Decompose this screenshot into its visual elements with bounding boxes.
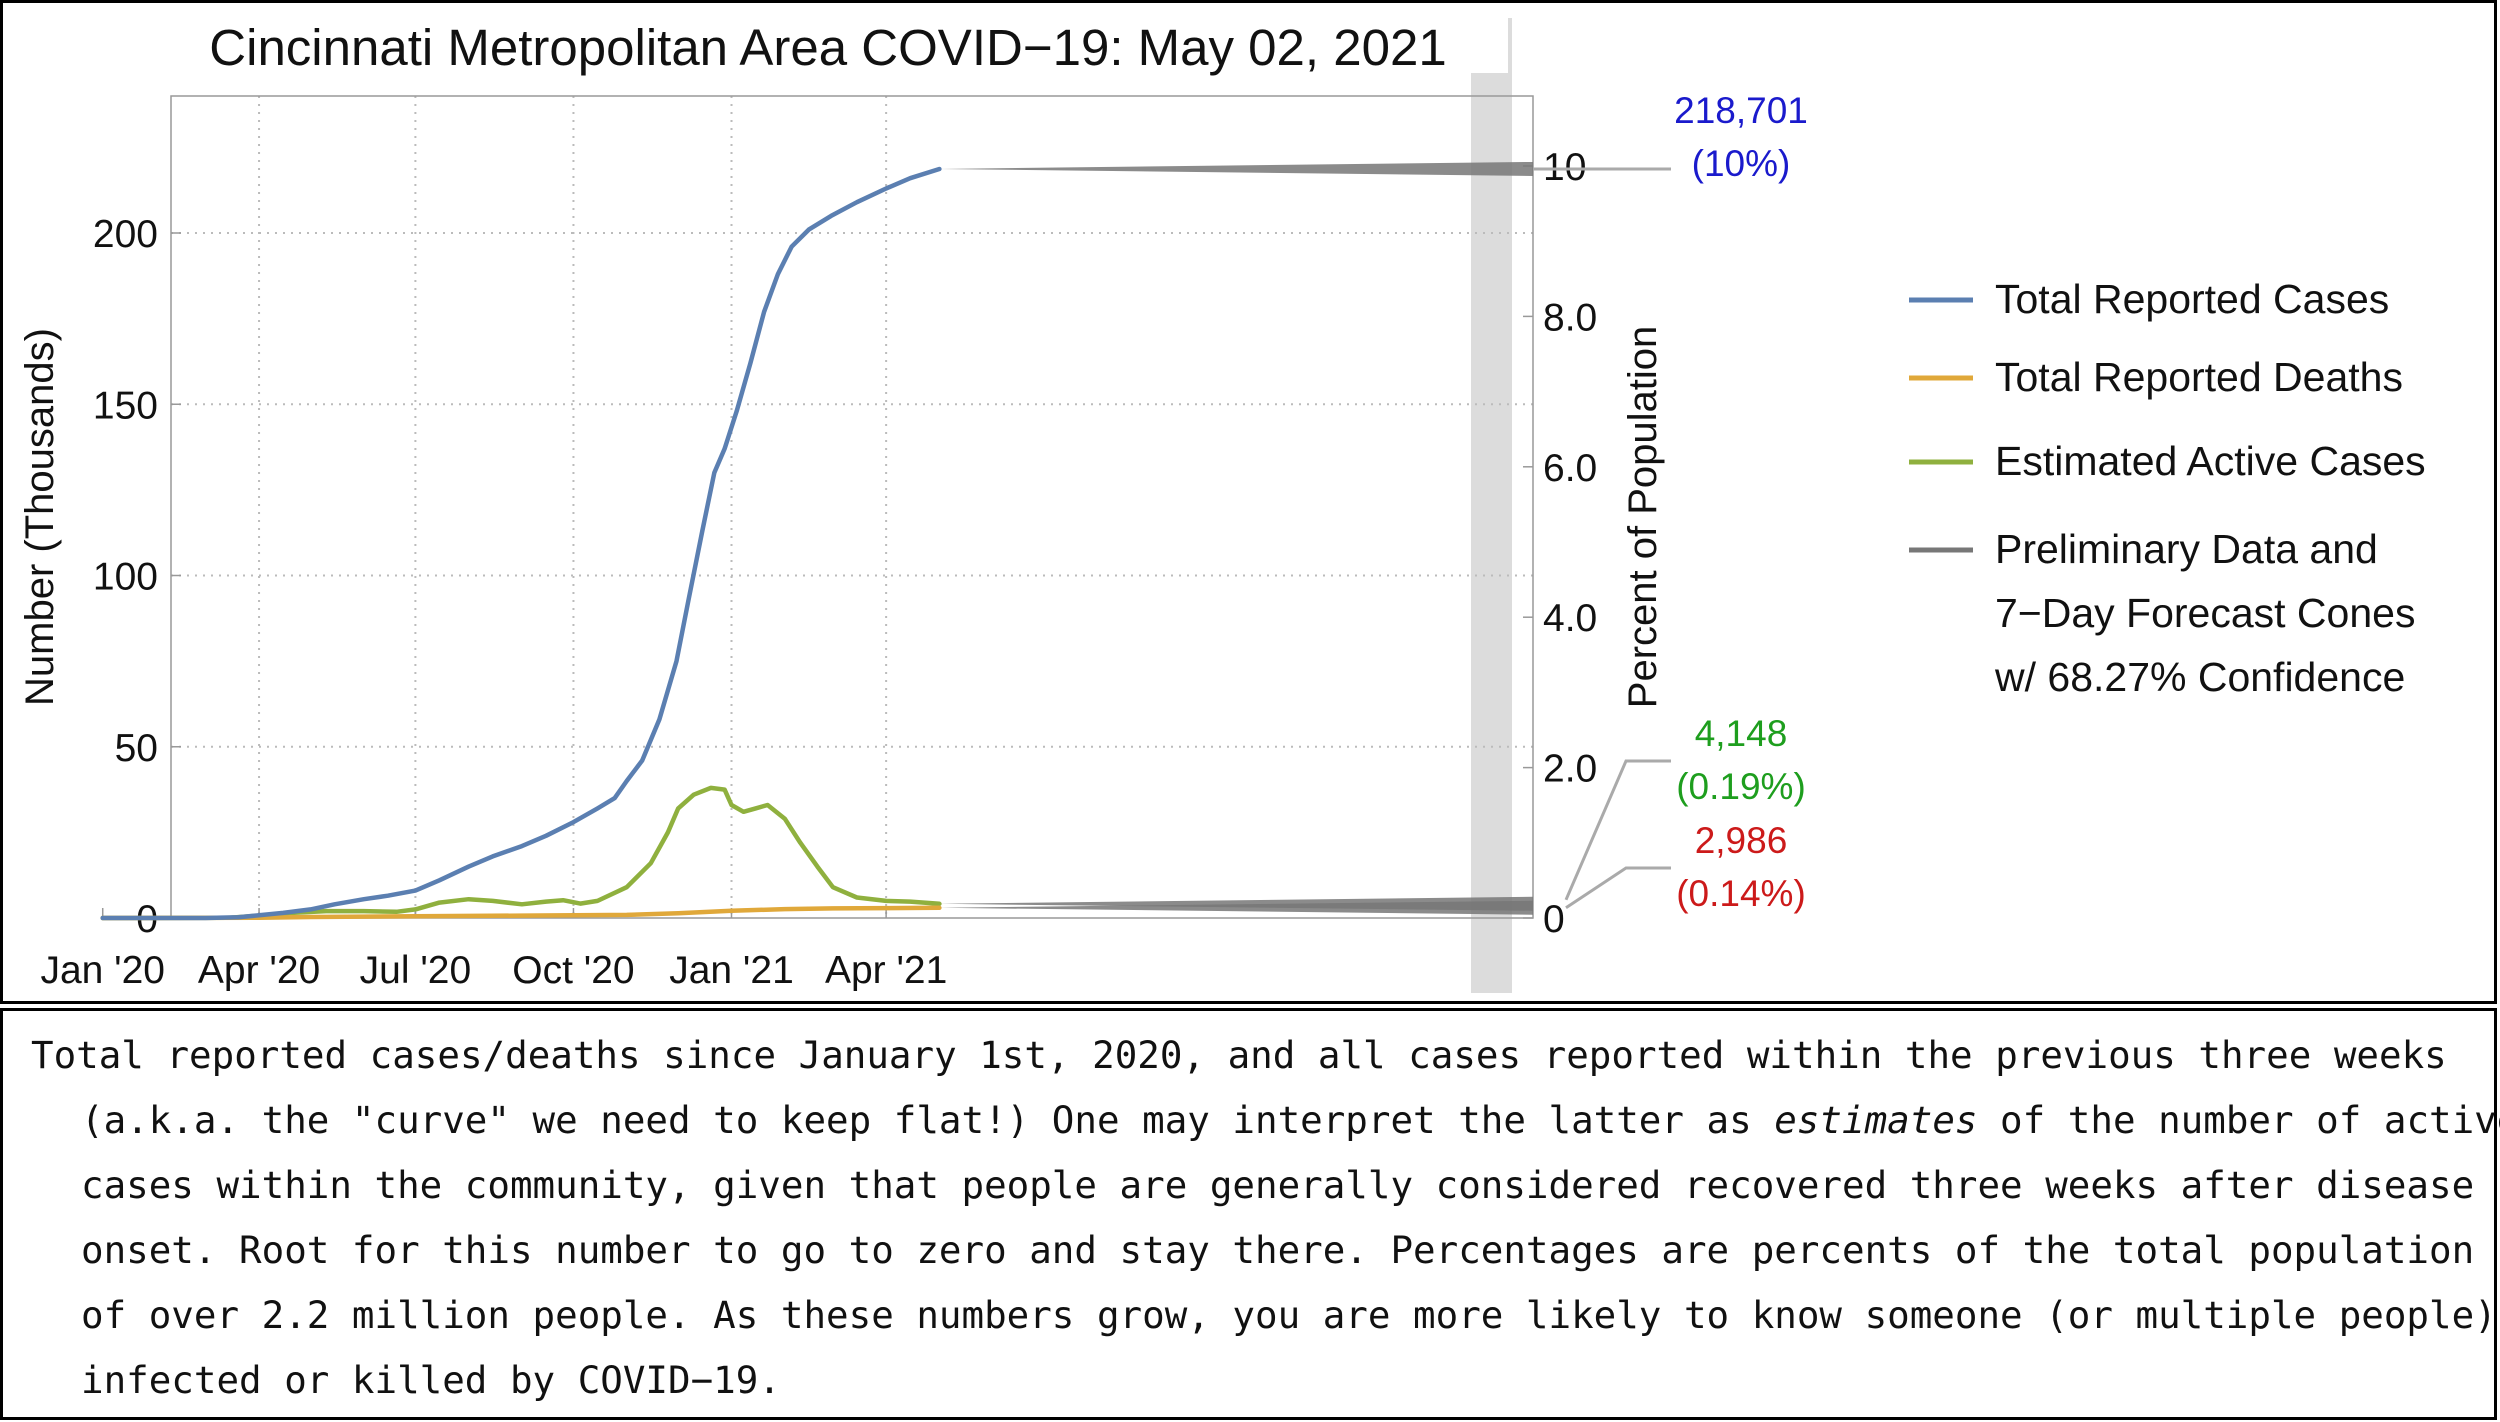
y-axis-label: Number (Thousands) xyxy=(18,328,62,706)
series-line-estimated-active-cases xyxy=(100,785,942,921)
y2-tick-label: 6.0 xyxy=(1543,447,1597,490)
end-label-percent: (0.14%) xyxy=(1676,873,1806,914)
legend-label-line: w/ 68.27% Confidence xyxy=(1994,654,2405,700)
x-tick-label: Jul '20 xyxy=(360,949,472,992)
x-tick-label: Apr '20 xyxy=(198,949,320,992)
y2-tick-label: 8.0 xyxy=(1543,296,1597,339)
forecast-cone xyxy=(939,900,1533,915)
end-label-value: 2,986 xyxy=(1695,820,1788,861)
end-label-leader xyxy=(1564,759,1671,901)
legend-label-line: Preliminary Data and xyxy=(1995,526,2378,572)
series-line-total-reported-cases xyxy=(100,166,942,921)
y2-axis-label: Percent of Population xyxy=(1621,326,1665,708)
covid-chart: Cincinnati Metropolitan Area COVID−19: M… xyxy=(18,15,2426,993)
caption-part1: Total reported cases/deaths since Januar… xyxy=(31,1033,2447,1142)
y2-tick-label: 4.0 xyxy=(1543,597,1597,640)
end-label-value: 4,148 xyxy=(1695,713,1788,754)
x-tick-label: Apr '21 xyxy=(825,949,947,992)
legend-label: Total Reported Deaths xyxy=(1995,354,2403,400)
title-background xyxy=(188,15,1508,73)
y2-tick-label: 2.0 xyxy=(1543,748,1597,791)
preliminary-shading xyxy=(1471,18,1512,993)
y-tick-label: 150 xyxy=(93,384,158,427)
y-tick-label: 50 xyxy=(115,727,158,770)
preliminary-forecast xyxy=(939,161,1533,915)
end-labels: 218,701 (10%) 4,148 (0.19%) 2,986 (0.14%) xyxy=(1533,90,1808,914)
grid xyxy=(171,96,1533,918)
axes: Jan '20 Apr '20 Jul '20 Oct '20 Jan '21 Apr '… xyxy=(40,146,1597,992)
end-label-leader xyxy=(1565,866,1671,910)
x-tick-label: Jan '21 xyxy=(669,949,794,992)
plot-frame xyxy=(170,95,1534,919)
series-group xyxy=(100,166,942,921)
caption-part2: of the number of active cases within the… xyxy=(81,1098,2500,1402)
chart-title: Cincinnati Metropolitan Area COVID−19: M… xyxy=(209,19,1446,76)
x-tick-label: Jan '20 xyxy=(40,949,165,992)
legend-label: Total Reported Cases xyxy=(1995,276,2389,322)
y-tick-label: 100 xyxy=(93,556,158,599)
caption-text: Total reported cases/deaths since Januar… xyxy=(31,1023,2500,1413)
caption-panel: Total reported cases/deaths since Januar… xyxy=(0,1008,2500,1420)
y2-tick-label: 0 xyxy=(1543,898,1565,941)
caption-emphasis: estimates xyxy=(1774,1098,1978,1142)
end-label-percent: (0.19%) xyxy=(1676,766,1806,807)
y-tick-label: 200 xyxy=(93,213,158,256)
legend-label-line: 7−Day Forecast Cones xyxy=(1995,590,2415,636)
chart-panel: Cincinnati Metropolitan Area COVID−19: M… xyxy=(0,0,2497,1004)
legend: Total Reported Cases Total Reported Death… xyxy=(1909,276,2426,700)
end-label-value: 218,701 xyxy=(1674,90,1808,131)
end-label-percent: (10%) xyxy=(1692,143,1791,184)
series-line-total-reported-deaths xyxy=(100,905,942,921)
x-tick-label: Oct '20 xyxy=(512,949,634,992)
forecast-cone xyxy=(939,161,1533,176)
legend-label: Estimated Active Cases xyxy=(1995,438,2426,484)
